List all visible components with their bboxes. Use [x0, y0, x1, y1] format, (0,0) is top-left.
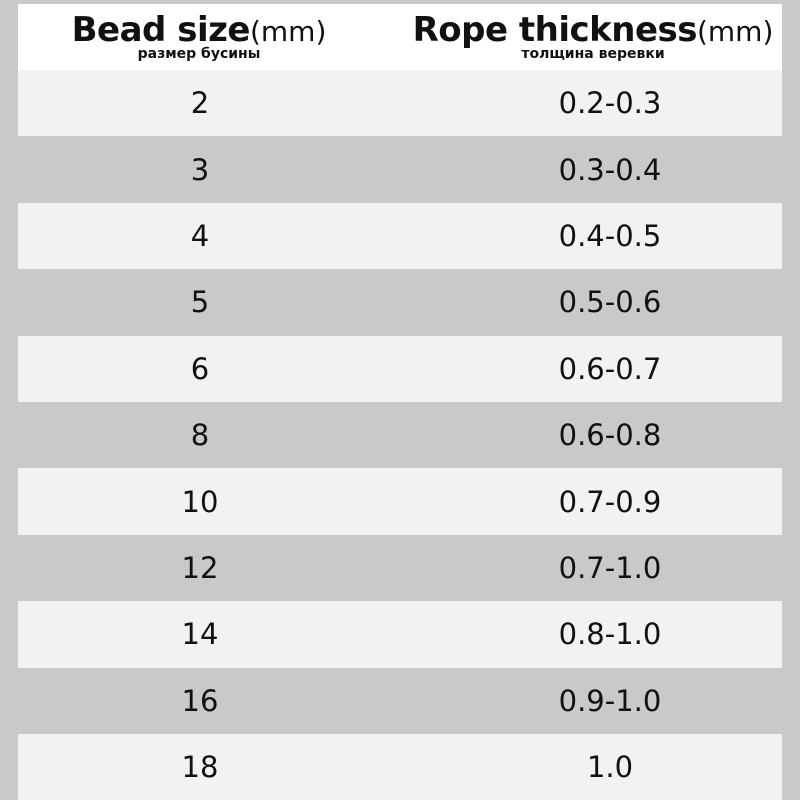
rope-thickness-cell: 0.8-1.0: [558, 617, 662, 652]
header-subtitle: размер бусины: [137, 46, 261, 62]
bead-size-cell: 4: [190, 218, 210, 253]
rope-thickness-cell: 0.7-0.9: [558, 484, 662, 519]
table-row: 6 0.6-0.7: [18, 335, 782, 402]
table-row: 2 0.2-0.3: [18, 70, 782, 137]
bead-size-cell: 8: [190, 418, 210, 453]
bead-size-cell: 10: [181, 484, 219, 519]
table-row: 16 0.9-1.0: [18, 668, 782, 734]
rope-thickness-cell: 0.6-0.7: [558, 351, 662, 386]
rope-thickness-cell: 0.3-0.4: [558, 152, 662, 187]
bead-size-cell: 16: [181, 683, 219, 718]
table-row: 18 1.0: [18, 734, 782, 800]
table-row: 14 0.8-1.0: [18, 601, 782, 668]
table-row: 8 0.6-0.8: [18, 402, 782, 468]
table-row: 10 0.7-0.9: [18, 468, 782, 535]
bead-size-cell: 3: [190, 152, 210, 187]
table-row: 4 0.4-0.5: [18, 202, 782, 270]
rope-thickness-cell: 0.6-0.8: [558, 418, 662, 453]
bead-size-cell: 18: [181, 750, 219, 785]
header-main: Bead size(mm): [18, 10, 380, 50]
rope-thickness-cell: 0.5-0.6: [558, 285, 662, 320]
rope-thickness-cell: 1.0: [586, 750, 634, 785]
bead-size-cell: 2: [190, 86, 210, 121]
bead-size-cell: 14: [181, 617, 219, 652]
header-cell: Bead size(mm) размер бусины: [18, 10, 380, 62]
rope-thickness-cell: 0.7-1.0: [558, 550, 662, 585]
table-row: 5 0.5-0.6: [18, 269, 782, 335]
bead-size-cell: 5: [190, 285, 210, 320]
bead-size-cell: 12: [181, 550, 219, 585]
header-cell: Rope thickness(mm) толщина веревки: [398, 10, 788, 62]
header-unit: (mm): [696, 15, 774, 48]
rope-thickness-cell: 0.9-1.0: [558, 683, 662, 718]
table-row: 3 0.3-0.4: [18, 136, 782, 202]
header-unit: (mm): [249, 15, 327, 48]
header-title: Bead size: [71, 10, 251, 50]
rope-thickness-cell: 0.2-0.3: [558, 86, 662, 121]
bead-size-cell: 6: [190, 351, 210, 386]
header-title: Rope thickness: [412, 10, 698, 50]
table-header: Bead size(mm) размер бусины Rope thickne…: [18, 4, 782, 70]
header-subtitle: толщина веревки: [521, 46, 665, 62]
table-row: 12 0.7-1.0: [18, 535, 782, 601]
header-main: Rope thickness(mm): [398, 10, 788, 50]
rope-thickness-cell: 0.4-0.5: [558, 218, 662, 253]
